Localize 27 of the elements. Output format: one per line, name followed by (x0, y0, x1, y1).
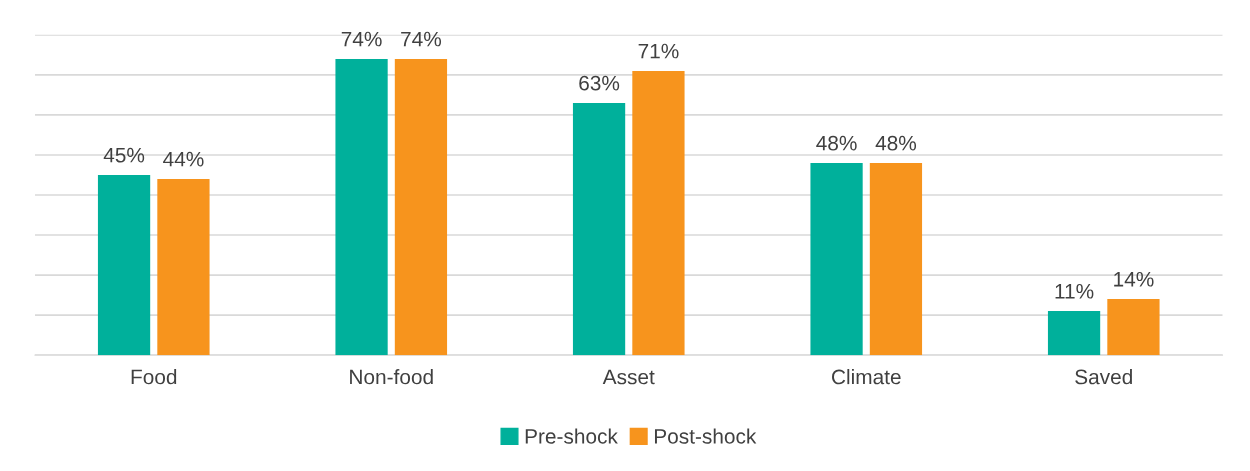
data-label: 11% (1055, 283, 1094, 299)
data-label: 71% (638, 43, 679, 59)
bar (1047, 311, 1101, 356)
bar (810, 162, 863, 356)
x-tick-label: Food (131, 369, 177, 385)
data-label: 14% (1114, 271, 1154, 287)
x-tick-label: Asset (602, 369, 655, 385)
data-label: 44% (163, 151, 204, 167)
bar (572, 102, 626, 356)
bar (335, 58, 388, 356)
bar (632, 70, 685, 356)
bar (869, 162, 923, 356)
data-label: 63% (579, 75, 620, 91)
bar (97, 174, 151, 356)
x-tick-label: Saved (1075, 369, 1132, 385)
bar (394, 58, 448, 356)
x-tick-label: Climate (832, 369, 901, 385)
bar (1107, 299, 1160, 356)
data-label: 48% (816, 135, 857, 151)
data-label: 45% (103, 147, 145, 163)
legend-label: Pre-shock (525, 428, 618, 444)
x-tick-label: Non-food (350, 369, 433, 385)
data-label: 74% (401, 31, 442, 47)
legend-label: Post-shock (654, 428, 757, 444)
bar (157, 178, 210, 356)
data-label: 74% (341, 31, 382, 47)
data-label: 48% (875, 135, 917, 151)
